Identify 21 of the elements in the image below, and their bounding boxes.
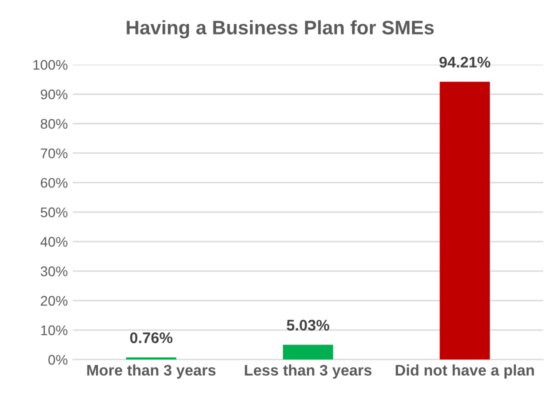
- y-tick-label: 80%: [40, 118, 68, 129]
- y-tick-label: 0%: [48, 354, 68, 365]
- y-tick-label: 60%: [40, 178, 68, 188]
- y-tick-label: 40%: [40, 236, 68, 247]
- bar: [126, 357, 176, 360]
- y-tick-label: 70%: [40, 148, 68, 158]
- y-tick-label: 20%: [40, 296, 68, 306]
- y-tick-label: 50%: [40, 207, 68, 218]
- x-tick-label: Less than 3 years: [244, 364, 372, 379]
- x-tick-label: Did not have a plan: [396, 364, 534, 379]
- bar: [282, 344, 334, 360]
- data-label: 94.21%: [439, 56, 490, 68]
- data-label: 0.76%: [130, 332, 172, 344]
- y-tick-label: 10%: [41, 325, 68, 336]
- data-label: 5.03%: [286, 320, 330, 331]
- chart-title: Having a Business Plan for SMEs: [126, 20, 434, 38]
- bar: [440, 82, 490, 360]
- y-tick-label: 100%: [33, 60, 68, 70]
- y-tick-label: 30%: [40, 266, 68, 276]
- y-tick-label: 90%: [40, 89, 68, 100]
- x-tick-label: More than 3 years: [87, 364, 216, 379]
